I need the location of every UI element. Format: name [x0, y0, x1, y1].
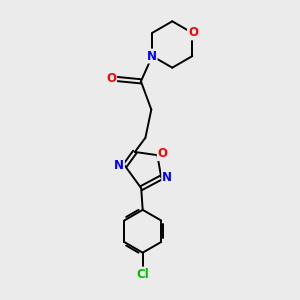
Text: N: N: [162, 171, 172, 184]
Text: O: O: [106, 73, 116, 85]
Text: N: N: [114, 159, 124, 172]
Text: Cl: Cl: [136, 268, 149, 281]
Text: O: O: [158, 147, 168, 160]
Text: N: N: [147, 50, 157, 63]
Text: O: O: [188, 26, 198, 39]
